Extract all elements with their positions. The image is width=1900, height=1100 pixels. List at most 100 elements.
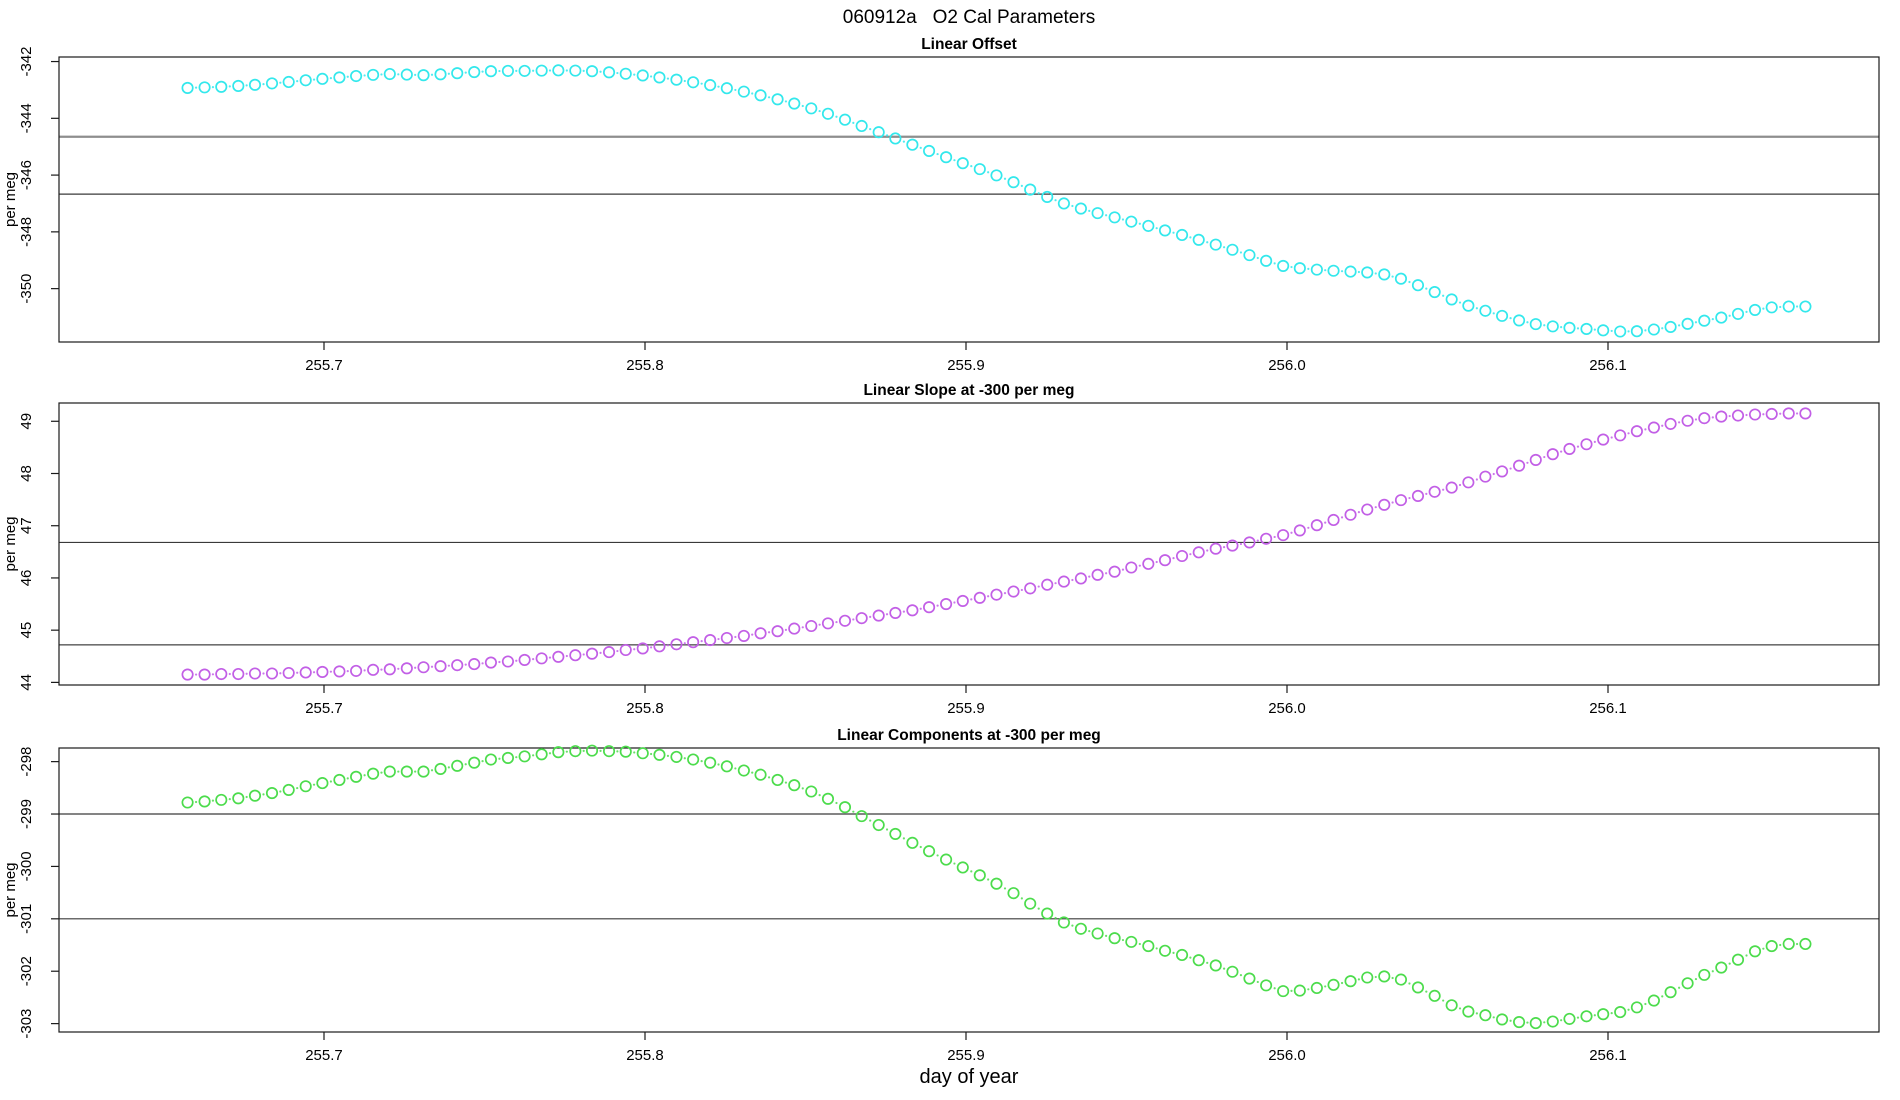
connector-dot — [1155, 947, 1158, 950]
connector-dot — [548, 752, 552, 755]
data-point — [1057, 197, 1070, 210]
data-point — [1664, 417, 1677, 430]
connector-dot — [1290, 531, 1293, 534]
data-point — [367, 68, 380, 81]
data-point — [1057, 916, 1070, 929]
connector-dot — [1509, 317, 1512, 320]
connector-dot — [447, 664, 450, 667]
connector-dot — [818, 794, 821, 797]
connector-dot — [1172, 557, 1175, 560]
data-point — [602, 66, 616, 79]
data-point — [1748, 408, 1762, 421]
connector-dot — [1442, 488, 1445, 491]
connector-dot — [1779, 943, 1782, 947]
connector-dot — [380, 668, 383, 671]
connector-dot — [1694, 418, 1698, 421]
data-point — [585, 65, 599, 78]
connector-dot — [1374, 272, 1377, 275]
data-point — [1580, 1010, 1593, 1023]
connector-dot — [666, 77, 670, 80]
panel-frame — [58, 747, 1880, 1033]
data-point — [687, 753, 700, 766]
connector-dot — [1003, 591, 1007, 595]
connector-dot — [498, 69, 501, 73]
data-point — [1765, 301, 1778, 314]
connector-dot — [1324, 269, 1327, 272]
data-point — [990, 877, 1003, 890]
data-point — [923, 845, 936, 858]
connector-dot — [1745, 954, 1748, 957]
data-point — [198, 668, 211, 681]
data-point — [1277, 985, 1290, 998]
data-point — [1664, 320, 1677, 334]
data-point — [906, 604, 919, 617]
data-point — [973, 163, 986, 176]
data-point — [215, 80, 228, 93]
data-point — [451, 659, 464, 672]
connector-dot — [296, 671, 299, 674]
connector-dot — [1593, 1014, 1596, 1017]
data-point — [1108, 932, 1121, 945]
connector-dot — [751, 771, 754, 774]
connector-dot — [363, 669, 366, 672]
connector-dot — [1610, 436, 1613, 439]
data-point — [1731, 307, 1745, 320]
connector-dot — [1711, 970, 1714, 973]
connector-dot — [515, 756, 518, 759]
data-point — [569, 745, 582, 758]
data-point — [956, 594, 969, 607]
data-point — [1681, 317, 1694, 330]
data-point — [1125, 561, 1138, 574]
connector-dot — [1745, 413, 1748, 417]
data-point — [1614, 1006, 1627, 1019]
data-point — [1630, 425, 1643, 438]
data-point — [468, 65, 481, 79]
data-point — [1209, 238, 1222, 251]
data-point — [1529, 1017, 1542, 1030]
data-point — [1024, 582, 1037, 595]
data-point — [1782, 937, 1795, 951]
y-tick-label: -302 — [18, 956, 35, 986]
connector-dot — [751, 92, 754, 95]
y-tick-label: -301 — [18, 904, 35, 934]
connector-dot — [548, 69, 552, 72]
data-point — [670, 750, 683, 763]
connector-dot — [1155, 560, 1158, 564]
data-point — [687, 76, 700, 89]
connector-dot — [245, 795, 248, 799]
data-point — [1462, 1005, 1475, 1018]
data-point — [1394, 272, 1408, 285]
data-point — [1091, 207, 1104, 220]
connector-dot — [1762, 413, 1765, 416]
connector-dot — [312, 671, 316, 674]
data-point — [1614, 325, 1627, 338]
data-point — [754, 89, 767, 102]
connector-dot — [1560, 325, 1563, 329]
data-point — [1411, 489, 1425, 503]
data-point — [518, 64, 531, 77]
connector-dot — [734, 767, 737, 770]
connector-dot — [464, 71, 467, 74]
connector-dot — [1442, 999, 1445, 1002]
connector-dot — [1290, 989, 1293, 992]
connector-dot — [1105, 572, 1108, 575]
data-point — [1007, 887, 1020, 900]
data-point — [1681, 414, 1694, 427]
data-point — [872, 609, 885, 622]
data-point — [215, 667, 228, 681]
data-point — [282, 783, 295, 796]
data-point — [350, 770, 363, 783]
connector-dot — [1779, 412, 1782, 415]
data-point — [1513, 314, 1526, 327]
connector-dot — [1256, 256, 1259, 260]
data-point — [451, 67, 464, 80]
data-point — [1580, 438, 1593, 451]
data-point — [940, 598, 953, 611]
connector-dot — [1711, 416, 1714, 419]
data-point — [636, 642, 649, 655]
data-point — [1411, 981, 1425, 994]
data-point — [535, 652, 548, 665]
connector-dot — [852, 121, 855, 124]
data-point — [316, 72, 329, 85]
x-tick-label: 255.9 — [947, 700, 985, 717]
